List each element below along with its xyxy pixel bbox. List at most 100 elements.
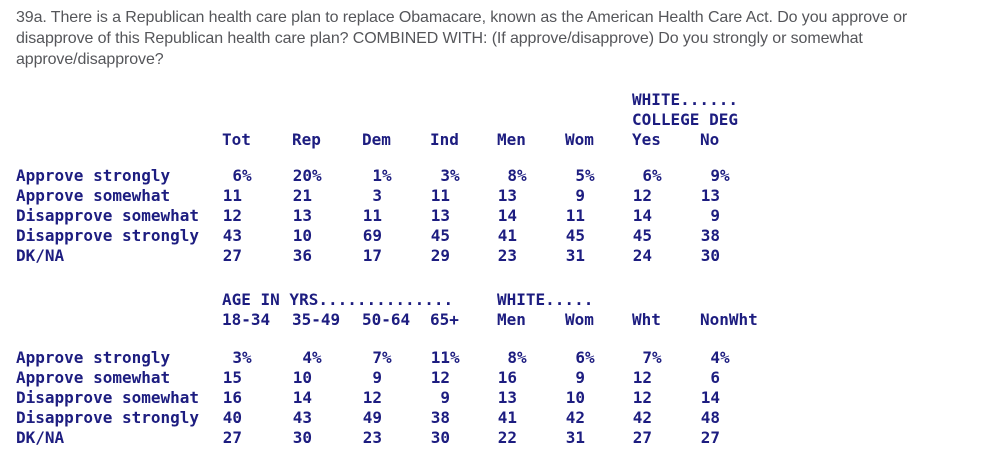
cell-value: 31 — [565, 246, 585, 265]
cell-value: 16 — [497, 368, 517, 387]
value-cell: 3% — [430, 166, 460, 186]
value-cell: 3 — [362, 186, 392, 206]
cell-value: 27 — [222, 246, 242, 265]
row-label: Approve somewhat — [16, 186, 171, 205]
value-cell: 9% — [700, 166, 730, 186]
cell-value: 41 — [497, 226, 517, 245]
value-cell: 12 — [430, 368, 460, 388]
cell-value: 12 — [362, 388, 382, 407]
value-cell: 8% — [497, 166, 527, 186]
cell-value: 9 — [710, 206, 720, 225]
cell-value: 9 — [372, 368, 382, 387]
cell-value: 29 — [430, 246, 450, 265]
value-cell: 23 — [497, 246, 527, 266]
cell-value: 45 — [430, 226, 450, 245]
cell-value: 13 — [700, 186, 720, 205]
value-cell: 12 — [632, 186, 662, 206]
row-label: DK/NA — [16, 428, 65, 447]
value-cell: 27 — [632, 428, 662, 448]
column-header-men: Men — [497, 310, 526, 329]
cell-value: 10 — [292, 226, 312, 245]
percent-sign: % — [720, 348, 730, 367]
table-row: DK/NA 27 30 23 30 22 31 27 27 — [16, 428, 976, 448]
cell-value: 4 — [302, 348, 312, 367]
column-header-rep: Rep — [292, 130, 321, 149]
cell-value: 43 — [292, 408, 312, 427]
cell-value: 43 — [222, 226, 242, 245]
cell-value: 11 — [222, 186, 242, 205]
percent-sign: % — [585, 348, 595, 367]
cell-value: 11 — [430, 186, 450, 205]
cell-value: 41 — [497, 408, 517, 427]
cell-value: 14 — [292, 388, 312, 407]
value-cell: 12 — [362, 388, 392, 408]
value-cell: 49 — [362, 408, 392, 428]
value-cell: 22 — [497, 428, 527, 448]
cell-value: 8 — [507, 348, 517, 367]
cell-value: 15 — [222, 368, 242, 387]
cell-value: 12 — [430, 368, 450, 387]
column-header-wht: Wht — [632, 310, 661, 329]
value-cell: 31 — [565, 428, 595, 448]
value-cell: 13 — [700, 186, 730, 206]
cell-value: 14 — [700, 388, 720, 407]
cell-value: 45 — [632, 226, 652, 245]
cell-value: 31 — [565, 428, 585, 447]
group-header-white: WHITE...... — [632, 90, 738, 109]
value-cell: 6% — [632, 166, 662, 186]
row-label: Approve strongly — [16, 348, 171, 367]
cell-value: 30 — [292, 428, 312, 447]
cell-value: 36 — [292, 246, 312, 265]
value-cell: 10 — [565, 388, 595, 408]
table-row: Approve strongly 6% 20% 1% 3% 8% 5% 6% 9% — [16, 166, 976, 186]
crosstab-table-age-white-race: AGE IN YRS.............. WHITE..... 18-3… — [16, 290, 976, 460]
value-cell: 38 — [700, 226, 730, 246]
cell-value: 6 — [642, 166, 652, 185]
cell-value: 7 — [642, 348, 652, 367]
value-cell: 14 — [292, 388, 322, 408]
value-cell: 11% — [430, 348, 460, 368]
value-cell: 29 — [430, 246, 460, 266]
table-row: DK/NA 27 36 17 29 23 31 24 30 — [16, 246, 976, 266]
value-cell: 69 — [362, 226, 392, 246]
cell-value: 7 — [372, 348, 382, 367]
value-cell: 1% — [362, 166, 392, 186]
cell-value: 42 — [632, 408, 652, 427]
column-header-65-: 65+ — [430, 310, 459, 329]
cell-value: 38 — [700, 226, 720, 245]
value-cell: 27 — [222, 246, 252, 266]
value-cell: 11 — [362, 206, 392, 226]
value-cell: 9 — [362, 368, 392, 388]
value-cell: 16 — [497, 368, 527, 388]
value-cell: 15 — [222, 368, 252, 388]
value-cell: 14 — [700, 388, 730, 408]
column-header-tot: Tot — [222, 130, 251, 149]
group-header-college-deg: COLLEGE DEG — [632, 110, 738, 129]
column-header-35-49: 35-49 — [292, 310, 341, 329]
value-cell: 11 — [565, 206, 595, 226]
value-cell: 14 — [497, 206, 527, 226]
cell-value: 11 — [430, 348, 450, 367]
percent-sign: % — [312, 348, 322, 367]
cell-value: 9 — [575, 368, 585, 387]
value-cell: 27 — [700, 428, 730, 448]
value-cell: 31 — [565, 246, 595, 266]
cell-value: 14 — [632, 206, 652, 225]
cell-value: 12 — [632, 186, 652, 205]
column-header-row: 18-34 35-49 50-64 65+ Men Wom Wht NonWht — [16, 310, 976, 330]
question-line-1: 39a. There is a Republican health care p… — [16, 9, 908, 26]
column-header-18-34: 18-34 — [222, 310, 271, 329]
column-header-wom: Wom — [565, 310, 594, 329]
cell-value: 12 — [632, 388, 652, 407]
value-cell: 13 — [430, 206, 460, 226]
cell-value: 30 — [700, 246, 720, 265]
cell-value: 13 — [497, 388, 517, 407]
cell-value: 13 — [497, 186, 517, 205]
value-cell: 3% — [222, 348, 252, 368]
cell-value: 10 — [292, 368, 312, 387]
value-cell: 17 — [362, 246, 392, 266]
value-cell: 8% — [497, 348, 527, 368]
cell-value: 69 — [362, 226, 382, 245]
cell-value: 49 — [362, 408, 382, 427]
value-cell: 30 — [430, 428, 460, 448]
